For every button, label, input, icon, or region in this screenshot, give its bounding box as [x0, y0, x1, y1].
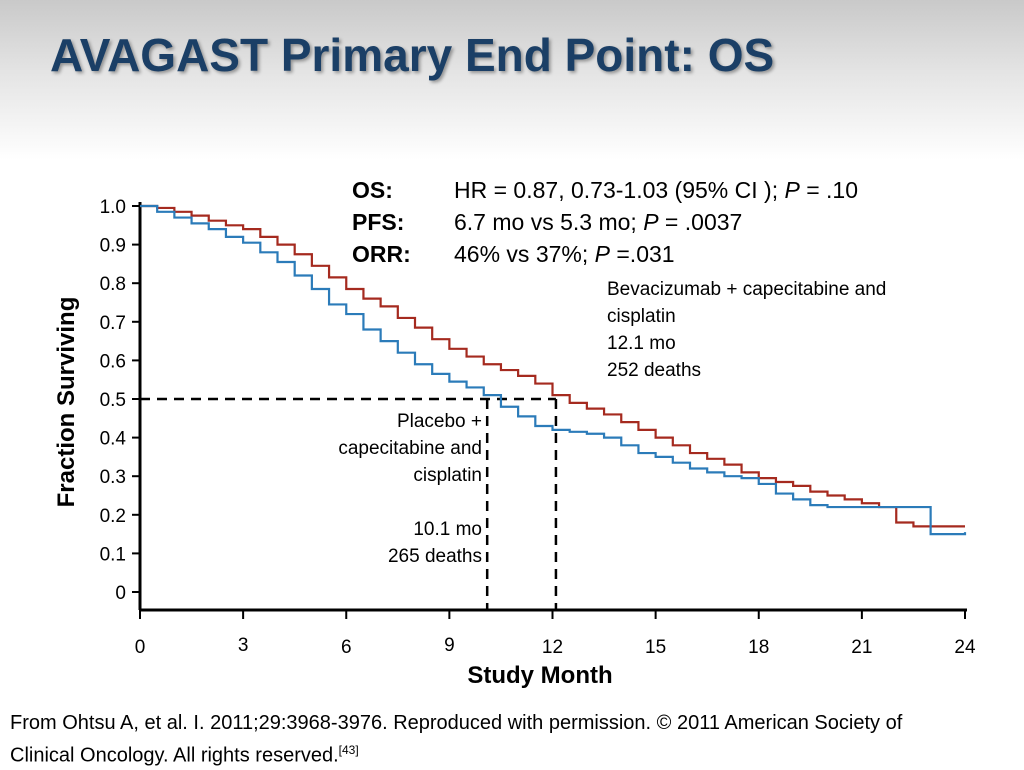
citation-footer: From Ohtsu A, et al. I. 2011;29:3968-397… [10, 710, 970, 770]
bev-arm-label: Bevacizumab + capecitabine and cisplatin [607, 279, 887, 327]
y-axis-label: Fraction Surviving [53, 296, 80, 508]
stat-key: ORR: [352, 241, 411, 267]
survival-curve-placebo [140, 204, 967, 536]
stat-value: 46% vs 37%; P =.031 [454, 241, 675, 267]
header-band [0, 0, 1024, 160]
survival-curve-bevacizumab [140, 204, 965, 528]
x-tick-label: 9 [444, 635, 455, 656]
stat-value: 6.7 mo vs 5.3 mo; P = .0037 [454, 209, 743, 235]
slide-title: AVAGAST Primary End Point: OS [50, 29, 775, 81]
pbo-deaths: 265 deaths [387, 546, 482, 567]
x-axis-label: Study Month [467, 662, 613, 689]
y-tick-label: 0.8 [100, 274, 126, 295]
y-tick-label: 0.9 [100, 236, 126, 257]
y-tick-label: 0.2 [100, 506, 126, 527]
bev-median: 12.1 mo [607, 333, 676, 354]
x-tick-label: 15 [645, 637, 666, 658]
citation-text: From Ohtsu A, et al. I. 2011;29:3968-397… [10, 712, 903, 767]
x-tick-label: 6 [341, 637, 352, 658]
stat-row-orr: ORR: 46% vs 37%; P =.031 [352, 238, 858, 270]
y-tick-label: 0 [115, 583, 126, 604]
y-tick-label: 0.7 [100, 313, 126, 334]
bevacizumab-annotation: Bevacizumab + capecitabine and cisplatin… [607, 276, 957, 384]
citation-ref: [43] [338, 743, 359, 757]
stats-block: OS: HR = 0.87, 0.73-1.03 (95% CI ); P = .… [352, 174, 858, 270]
pbo-arm-label: Placebo + capecitabine and cisplatin [338, 411, 482, 486]
stat-row-pfs: PFS: 6.7 mo vs 5.3 mo; P = .0037 [352, 206, 858, 238]
x-tick-label: 0 [135, 637, 146, 658]
y-tick-label: 1.0 [100, 197, 126, 218]
placebo-annotation: Placebo + capecitabine and cisplatin 10.… [296, 408, 482, 570]
bev-deaths: 252 deaths [607, 360, 702, 381]
x-tick-label: 21 [851, 637, 872, 658]
x-tick-label: 18 [748, 637, 769, 658]
x-tick-label: 3 [238, 635, 249, 656]
pbo-median: 10.1 mo [413, 519, 482, 540]
y-tick-label: 0.1 [100, 544, 126, 565]
y-tick-label: 0.5 [100, 390, 126, 411]
stat-key: OS: [352, 177, 393, 203]
x-tick-label: 12 [542, 637, 563, 658]
x-tick-label: 24 [954, 637, 976, 658]
stat-row-os: OS: HR = 0.87, 0.73-1.03 (95% CI ); P = .… [352, 174, 858, 206]
stat-key: PFS: [352, 209, 405, 235]
y-tick-label: 0.4 [100, 429, 127, 450]
y-tick-label: 0.6 [100, 351, 126, 372]
stat-value: HR = 0.87, 0.73-1.03 (95% CI ); P = .10 [454, 177, 858, 203]
y-tick-label: 0.3 [100, 467, 126, 488]
